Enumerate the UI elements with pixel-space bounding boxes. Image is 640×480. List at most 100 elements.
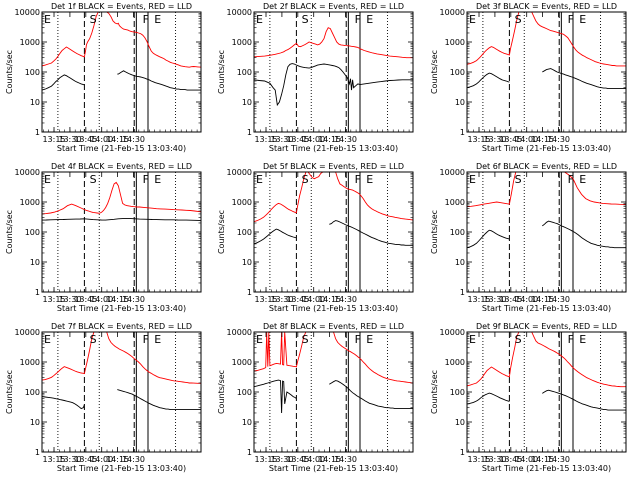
y-tick-label: 10000	[440, 8, 465, 17]
y-tick-label: 10	[30, 98, 40, 107]
detector-panel-9: 1 10 100 1000 10000 13:1513:3013:4514:0014:15…	[430, 322, 627, 473]
x-tick-label: 13:30	[483, 455, 506, 464]
y-tick-label: 1000	[445, 358, 465, 367]
events-series-line	[254, 220, 413, 246]
y-tick-label: 100	[450, 228, 465, 237]
y-axis-label: Counts/sec	[217, 370, 226, 414]
phase-marker-label: F	[568, 333, 574, 346]
phase-marker-label: F	[568, 13, 574, 26]
y-tick-label: 1	[247, 288, 252, 297]
y-tick-label: 10000	[227, 328, 252, 337]
y-tick-label: 10	[455, 258, 465, 267]
y-tick-label: 1000	[232, 38, 252, 47]
x-tick-label: 13:45	[286, 295, 309, 304]
x-tick-label: 13:30	[270, 295, 293, 304]
x-tick-label: 13:45	[499, 455, 522, 464]
x-tick-label: 13:30	[58, 455, 81, 464]
plot-frame	[253, 171, 414, 293]
y-tick-label: 1	[35, 448, 40, 457]
x-axis-label: Start Time (21-Feb-15 13:03:40)	[269, 144, 398, 153]
phase-marker-label: E	[256, 173, 263, 186]
x-tick-label: 13:15	[467, 135, 490, 144]
y-axis-label: Counts/sec	[5, 370, 14, 414]
y-tick-label: 10	[242, 258, 252, 267]
x-tick-label: 14:15	[531, 135, 554, 144]
x-tick-label: 13:30	[58, 295, 81, 304]
y-tick-label: 1	[460, 288, 465, 297]
phase-marker-label: S	[515, 13, 522, 26]
events-series-line	[42, 389, 201, 411]
phase-marker-label: E	[256, 13, 263, 26]
phase-marker-label: F	[355, 333, 361, 346]
x-tick-label: 14:30	[547, 135, 570, 144]
x-tick-label: 13:15	[467, 295, 490, 304]
y-tick-label: 10000	[440, 168, 465, 177]
x-tick-label: 14:30	[122, 455, 145, 464]
phase-marker-label: S	[302, 333, 309, 346]
panel-title: Det 8f BLACK = Events, RED = LLD	[263, 322, 404, 331]
y-axis-label: Counts/sec	[430, 50, 439, 94]
events-series-line	[467, 389, 626, 411]
phase-marker-label: E	[579, 333, 586, 346]
events-series-line	[42, 217, 201, 222]
x-axis-label: Start Time (21-Feb-15 13:03:40)	[482, 144, 611, 153]
phase-marker-label: E	[154, 13, 161, 26]
x-tick-label: 14:00	[90, 135, 113, 144]
y-tick-label: 10	[242, 418, 252, 427]
y-tick-label: 100	[237, 68, 252, 77]
x-tick-label: 14:30	[334, 455, 357, 464]
phase-marker-label: E	[366, 173, 373, 186]
detector-panel-6: 1 10 100 1000 10000 13:1513:3013:4514:0014:15…	[430, 162, 627, 313]
x-tick-label: 14:15	[531, 455, 554, 464]
y-tick-label: 10	[30, 418, 40, 427]
x-tick-label: 13:45	[74, 135, 97, 144]
x-tick-label: 14:15	[106, 135, 129, 144]
y-tick-label: 100	[450, 388, 465, 397]
phase-marker-label: F	[143, 13, 149, 26]
x-tick-label: 13:45	[499, 135, 522, 144]
x-axis-label: Start Time (21-Feb-15 13:03:40)	[57, 304, 186, 313]
phase-marker-label: S	[90, 13, 97, 26]
x-tick-label: 14:00	[302, 135, 325, 144]
x-tick-label: 14:15	[531, 295, 554, 304]
panel-title: Det 1f BLACK = Events, RED = LLD	[51, 2, 192, 11]
detector-panel-3: 1 10 100 1000 10000 13:1513:3013:4514:0014:15…	[430, 2, 627, 153]
y-tick-label: 100	[25, 388, 40, 397]
phase-marker-label: F	[143, 173, 149, 186]
detector-panel-8: 1 10 100 1000 10000 13:1513:3013:4514:0014:15…	[217, 322, 414, 473]
x-tick-label: 13:15	[42, 455, 65, 464]
x-tick-label: 13:45	[286, 455, 309, 464]
x-tick-label: 14:00	[515, 295, 538, 304]
x-axis-label: Start Time (21-Feb-15 13:03:40)	[269, 304, 398, 313]
y-axis-label: Counts/sec	[430, 370, 439, 414]
phase-marker-label: S	[90, 173, 97, 186]
y-tick-label: 1	[35, 288, 40, 297]
y-tick-label: 10000	[15, 168, 40, 177]
x-axis-label: Start Time (21-Feb-15 13:03:40)	[482, 304, 611, 313]
phase-marker-label: S	[90, 333, 97, 346]
plot-frame	[466, 171, 627, 293]
y-tick-label: 1000	[445, 38, 465, 47]
x-tick-label: 14:30	[122, 135, 145, 144]
x-tick-label: 14:30	[334, 295, 357, 304]
x-tick-label: 14:00	[515, 135, 538, 144]
events-series-line	[467, 68, 626, 90]
y-tick-label: 100	[237, 228, 252, 237]
detector-panel-5: 1 10 100 1000 10000 13:1513:3013:4514:0014:15…	[217, 162, 414, 313]
x-tick-label: 14:30	[334, 135, 357, 144]
x-tick-label: 14:00	[90, 455, 113, 464]
y-tick-label: 1	[247, 128, 252, 137]
phase-marker-label: F	[143, 333, 149, 346]
panel-title: Det 9f BLACK = Events, RED = LLD	[476, 322, 617, 331]
events-series-line	[254, 63, 413, 107]
detector-panel-7: 1 10 100 1000 10000 13:1513:3013:4514:0014:15…	[5, 322, 202, 473]
x-tick-label: 14:15	[318, 135, 341, 144]
lld-series-line	[254, 27, 413, 59]
y-tick-label: 100	[25, 68, 40, 77]
plot-frame	[41, 171, 202, 293]
x-tick-label: 14:30	[547, 295, 570, 304]
x-axis-label: Start Time (21-Feb-15 13:03:40)	[57, 144, 186, 153]
panel-title: Det 7f BLACK = Events, RED = LLD	[51, 322, 192, 331]
x-axis-label: Start Time (21-Feb-15 13:03:40)	[482, 464, 611, 473]
